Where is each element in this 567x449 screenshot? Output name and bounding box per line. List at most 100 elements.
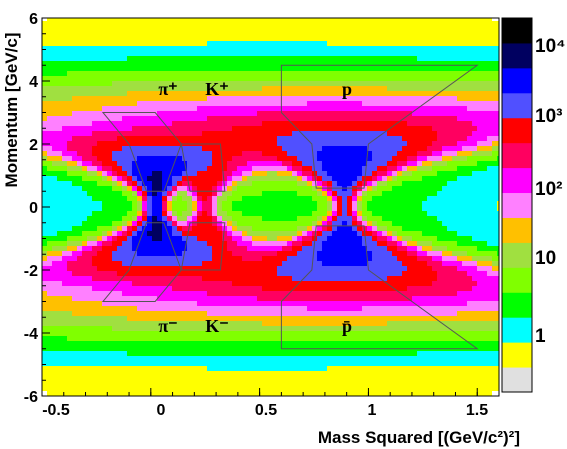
density-cell (52, 276, 57, 281)
density-cell (492, 196, 497, 201)
density-cell (252, 126, 257, 131)
density-cell (497, 251, 499, 256)
density-cell (422, 301, 427, 306)
density-cell (487, 131, 492, 136)
density-cell (487, 151, 492, 156)
density-cell (142, 151, 147, 156)
density-cell (202, 371, 207, 376)
density-cell (462, 206, 467, 211)
density-cell (317, 136, 322, 141)
density-cell (352, 236, 357, 241)
density-cell (462, 161, 467, 166)
density-cell (77, 346, 82, 351)
density-cell (437, 156, 442, 161)
density-cell (332, 176, 337, 181)
density-cell (137, 331, 142, 336)
density-cell (467, 311, 472, 316)
density-cell (307, 136, 312, 141)
density-cell (157, 166, 162, 171)
density-cell (297, 371, 302, 376)
density-cell (232, 126, 237, 131)
density-cell (457, 166, 462, 171)
density-cell (242, 206, 247, 211)
density-cell (342, 216, 347, 221)
density-cell (132, 226, 137, 231)
density-cell (447, 221, 452, 226)
density-cell (447, 251, 452, 256)
density-cell (492, 341, 497, 346)
density-cell (127, 141, 132, 146)
density-cell (142, 126, 147, 131)
density-cell (402, 306, 407, 311)
density-cell (212, 361, 217, 366)
density-cell (157, 326, 162, 331)
density-cell (492, 276, 497, 281)
density-cell (362, 356, 367, 361)
density-cell (387, 271, 392, 276)
density-cell (462, 231, 467, 236)
density-cell (232, 151, 237, 156)
density-cell (112, 271, 117, 276)
density-cell (462, 176, 467, 181)
density-cell (137, 391, 142, 396)
density-cell (402, 171, 407, 176)
density-cell (307, 361, 312, 366)
density-cell (417, 131, 422, 136)
density-cell (472, 276, 477, 281)
density-cell (347, 366, 352, 371)
density-cell (232, 216, 237, 221)
density-cell (412, 296, 417, 301)
density-cell (177, 381, 182, 386)
density-cell (327, 301, 332, 306)
density-cell (282, 256, 287, 261)
density-cell (367, 231, 372, 236)
density-cell (87, 351, 92, 356)
density-cell (57, 271, 62, 276)
density-cell (377, 381, 382, 386)
density-cell (237, 136, 242, 141)
density-cell (462, 391, 467, 396)
density-cell (432, 381, 437, 386)
density-cell (102, 246, 107, 251)
density-cell (327, 181, 332, 186)
density-cell (117, 381, 122, 386)
density-cell (222, 196, 227, 201)
density-cell (117, 236, 122, 241)
density-cell (152, 176, 157, 181)
density-cell (127, 131, 132, 136)
density-cell (82, 366, 87, 371)
density-cell (137, 136, 142, 141)
density-cell (147, 131, 152, 136)
density-cell (67, 191, 72, 196)
density-cell (177, 321, 182, 326)
density-cell (437, 176, 442, 181)
density-cell (417, 226, 422, 231)
density-cell (362, 276, 367, 281)
density-cell (87, 146, 92, 151)
density-cell (152, 391, 157, 396)
density-cell (497, 261, 499, 266)
density-cell (472, 366, 477, 371)
density-cell (297, 131, 302, 136)
density-cell (312, 201, 317, 206)
density-cell (342, 176, 347, 181)
density-cell (312, 296, 317, 301)
density-cell (157, 141, 162, 146)
density-cell (192, 181, 197, 186)
density-cell (287, 336, 292, 341)
density-cell (442, 241, 447, 246)
density-cell (232, 316, 237, 321)
density-cell (147, 286, 152, 291)
density-cell (112, 236, 117, 241)
density-cell (417, 246, 422, 251)
density-cell (87, 251, 92, 256)
density-cell (117, 201, 122, 206)
density-cell (277, 191, 282, 196)
density-cell (292, 191, 297, 196)
density-cell (172, 236, 177, 241)
density-cell (422, 361, 427, 366)
density-cell (172, 246, 177, 251)
density-cell (87, 151, 92, 156)
density-cell (272, 341, 277, 346)
density-cell (342, 246, 347, 251)
